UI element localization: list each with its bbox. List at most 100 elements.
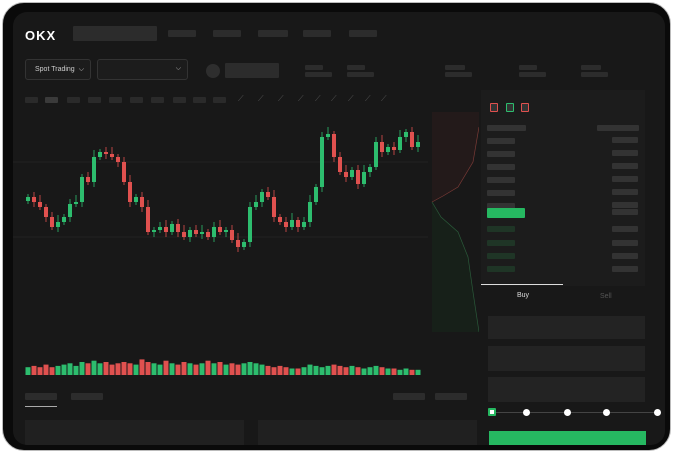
candle-body: [116, 157, 120, 162]
volume-bar: [397, 369, 403, 375]
candle-body: [212, 227, 216, 237]
timeframe-button[interactable]: [151, 97, 164, 103]
chevron-down-icon: ⌵: [78, 65, 85, 73]
timeframe-button[interactable]: [45, 97, 58, 103]
chart-tool-icon[interactable]: ⟋: [278, 94, 284, 103]
ask-amount: [612, 209, 638, 215]
chart-tool-icon[interactable]: ⟋: [381, 94, 387, 103]
volume-bar: [349, 365, 355, 375]
timeframe-button[interactable]: [109, 97, 122, 103]
chart-tool-icon[interactable]: ⟋: [348, 94, 354, 103]
nav-item[interactable]: [303, 30, 331, 37]
tab-sell[interactable]: Sell: [600, 293, 612, 300]
bid-price: [487, 253, 515, 259]
candle-body: [164, 227, 168, 232]
candle-body: [128, 182, 132, 202]
nav-item[interactable]: [168, 30, 196, 37]
candle-body: [170, 224, 174, 232]
candle-body: [230, 230, 234, 240]
tab-history[interactable]: [71, 393, 103, 400]
orderbook-asks-icon[interactable]: [521, 103, 529, 112]
timeframe-button[interactable]: [88, 97, 101, 103]
orderbook-bids-icon[interactable]: [506, 103, 514, 112]
slider-handle[interactable]: [488, 408, 496, 416]
pair-select[interactable]: ⌵: [97, 59, 188, 80]
stat-label: [305, 65, 323, 70]
stat-value: [581, 72, 608, 77]
filter-button[interactable]: [435, 393, 467, 400]
nav-item[interactable]: [349, 30, 377, 37]
chart-tool-icon[interactable]: ⟋: [258, 94, 264, 103]
slider-stop-100[interactable]: [654, 409, 661, 416]
timeframe-button[interactable]: [25, 97, 38, 103]
candle-body: [302, 222, 306, 227]
buy-button[interactable]: [489, 431, 646, 445]
chart-tool-icon[interactable]: ⟋: [315, 94, 321, 103]
orderbook-both-icon[interactable]: [490, 103, 498, 112]
chart-tool-icon[interactable]: ⟋: [298, 94, 304, 103]
timeframe-button[interactable]: [213, 97, 226, 103]
timeframe-button[interactable]: [130, 97, 143, 103]
depth-asks: [432, 112, 479, 202]
volume-bar: [175, 364, 181, 375]
timeframe-button[interactable]: [173, 97, 186, 103]
ask-price: [487, 203, 515, 209]
volume-bar: [415, 369, 421, 375]
slider-track[interactable]: [493, 412, 659, 413]
candle-body: [182, 232, 186, 237]
bid-price: [487, 266, 515, 272]
ask-price: [487, 138, 515, 144]
candle-body: [206, 232, 210, 237]
volume-bar: [127, 363, 133, 375]
timeframe-button[interactable]: [193, 97, 206, 103]
market-type-select[interactable]: Spot Trading ⌵: [25, 59, 91, 80]
candle-body: [110, 154, 114, 157]
slider-stop-75[interactable]: [603, 409, 610, 416]
stat-label: [581, 65, 601, 70]
slider-stop-50[interactable]: [564, 409, 571, 416]
candle-body: [362, 172, 366, 184]
candle-body: [308, 202, 312, 222]
chart-tool-icon[interactable]: ⟋: [238, 94, 244, 103]
active-tab-underline: [25, 406, 57, 407]
candle-body: [140, 197, 144, 207]
candle-body: [176, 224, 180, 232]
volume-bar: [121, 362, 127, 375]
chart-tool-icon[interactable]: ⟋: [365, 94, 371, 103]
ask-amount: [612, 150, 638, 156]
price-input[interactable]: [488, 316, 645, 339]
candle-body: [374, 142, 378, 167]
candle-body: [158, 227, 162, 230]
market-type-label: Spot Trading: [35, 66, 75, 73]
tab-buy[interactable]: Buy: [517, 292, 530, 299]
timeframe-button[interactable]: [67, 97, 80, 103]
candle-body: [380, 142, 384, 152]
chart-tool-icon[interactable]: ⟋: [331, 94, 337, 103]
candle-body: [284, 222, 288, 227]
volume-bar: [295, 368, 301, 375]
volume-bar: [49, 367, 55, 375]
candle-body: [272, 197, 276, 217]
nav-item[interactable]: [258, 30, 288, 37]
volume-bar: [181, 362, 187, 375]
volume-bar: [223, 364, 229, 375]
okx-logo: OKX: [25, 28, 57, 43]
search-bar[interactable]: [73, 26, 157, 41]
filter-button[interactable]: [393, 393, 425, 400]
candle-body: [386, 147, 390, 152]
slider-stop-25[interactable]: [523, 409, 530, 416]
volume-bar: [187, 363, 193, 375]
stat-value: [347, 72, 374, 77]
volume-bar: [325, 365, 331, 375]
last-price: [487, 208, 525, 218]
stat-value: [445, 72, 472, 77]
nav-item[interactable]: [213, 30, 241, 37]
volume-bar: [55, 365, 61, 375]
candle-body: [188, 230, 192, 237]
tab-open-orders[interactable]: [25, 393, 57, 400]
total-input[interactable]: [488, 377, 645, 402]
candlestick-chart[interactable]: [13, 92, 479, 392]
stat-label: [519, 65, 537, 70]
amount-input[interactable]: [488, 346, 645, 371]
volume-bar: [67, 363, 73, 375]
